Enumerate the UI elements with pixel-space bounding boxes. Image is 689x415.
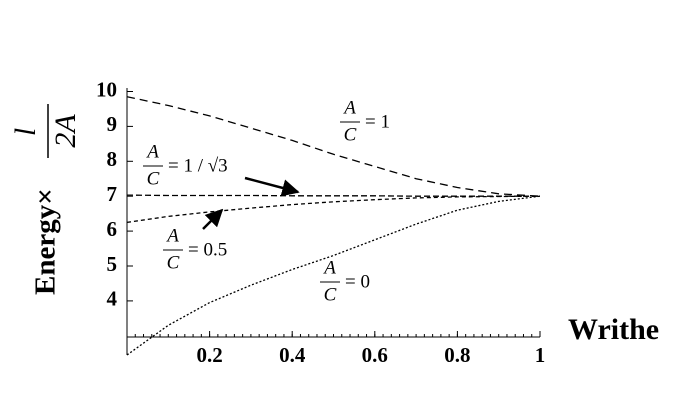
curve-label-rhs: = 1 / √3 [168, 155, 228, 176]
curve-label-num: A [342, 97, 356, 118]
y-axis-label: Energy× l 2A [9, 104, 82, 295]
x-tick-label: 1 [535, 343, 546, 367]
series-line [126, 195, 541, 224]
x-axis-label: Writhe [568, 313, 659, 346]
series-line [126, 96, 541, 197]
x-tick-label: 0.4 [279, 343, 306, 367]
curve-label-den: C [344, 124, 357, 145]
y-axis-label-text: Energy× [30, 188, 62, 295]
y-tick-label: 7 [107, 182, 118, 206]
curve-label-num: A [165, 225, 179, 246]
y-tick-label: 5 [107, 252, 118, 276]
curve-label-rhs: = 0 [345, 271, 370, 292]
curve-label-den: C [167, 252, 180, 273]
annotation-arrow [244, 176, 300, 197]
y-tick-label: 6 [107, 217, 118, 241]
annotation-arrow [202, 208, 224, 230]
curve-label-rhs: = 0.5 [188, 239, 227, 260]
curve-label-rhs: = 1 [365, 111, 390, 132]
y-tick-label: 10 [96, 77, 117, 101]
y-tick-label: 9 [107, 112, 118, 136]
y-axis-label-den: 2A [49, 114, 82, 148]
x-tick-label: 0.6 [362, 343, 388, 367]
x-tick-label: 0.2 [196, 343, 222, 367]
y-tick-label: 8 [107, 147, 118, 171]
y-axis-label-num: l [9, 128, 42, 136]
curve-label-num: A [145, 141, 159, 162]
curve-label-den: C [324, 284, 337, 305]
series-line [126, 194, 540, 197]
x-tick-label: 0.8 [444, 343, 470, 367]
series-line [126, 195, 541, 356]
curve-label-num: A [322, 257, 336, 278]
curve-label-den: C [147, 168, 160, 189]
y-tick-label: 4 [107, 287, 118, 311]
